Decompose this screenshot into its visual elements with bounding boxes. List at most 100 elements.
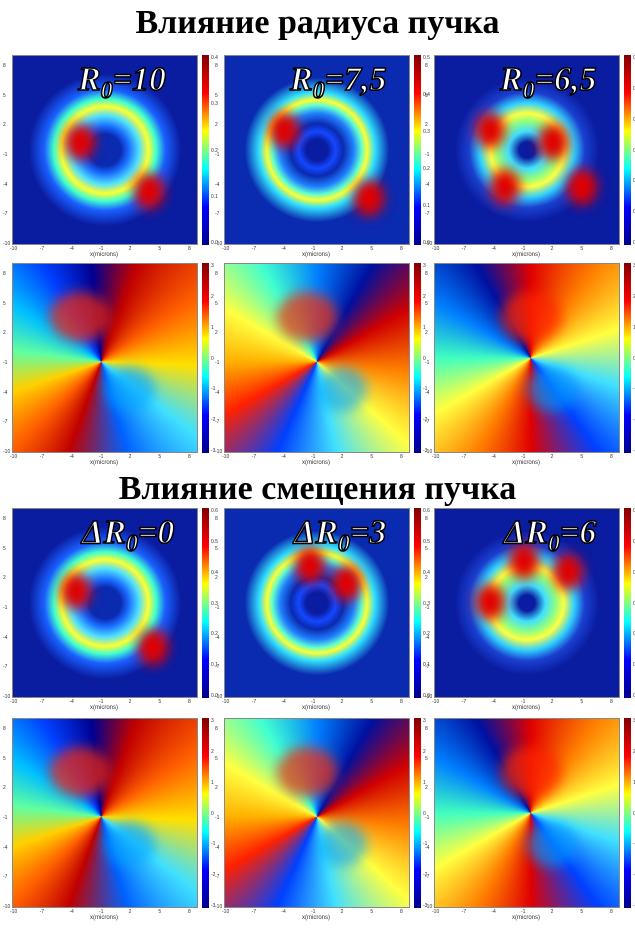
colorbar-tick-label: -1 — [633, 386, 635, 393]
panel-label: ΔR0=0 — [81, 513, 175, 558]
y-tick-label: -1 — [3, 360, 8, 366]
y-tick-label: 5 — [425, 545, 428, 552]
x-tick-label: -1 — [99, 909, 104, 915]
colorbar-tick-label: 3 — [423, 718, 426, 724]
x-axis-label: x(microns) — [512, 252, 540, 258]
colorbar-tick-label: 3 — [211, 263, 214, 269]
y-tick-label: -4 — [3, 389, 8, 396]
y-tick-label: 5 — [215, 545, 218, 552]
x-tick-label: -4 — [281, 909, 286, 915]
y-tick-label: 5 — [425, 92, 428, 99]
x-tick-label: -1 — [311, 246, 316, 252]
x-tick-label: -7 — [461, 909, 467, 915]
colorbar-tick-label: -3 — [633, 448, 635, 454]
colorbar-tick-label: 3 — [211, 718, 214, 724]
symbol: ΔR — [293, 513, 339, 552]
value: =7,5 — [324, 60, 387, 99]
x-tick-label: -10 — [222, 454, 230, 460]
colorbar-tick-label: -2 — [633, 872, 635, 879]
symbol: R — [77, 60, 101, 99]
colorbar — [414, 508, 421, 698]
y-tick-label: -10 — [215, 449, 223, 455]
x-tick-label: -4 — [491, 454, 496, 460]
x-axis-label: x(microns) — [302, 915, 330, 921]
y-tick-label: -4 — [215, 389, 220, 396]
swirl — [501, 747, 562, 798]
x-tick-label: 2 — [550, 909, 554, 915]
y-tick-label: 8 — [3, 516, 6, 522]
y-tick-label: -7 — [3, 874, 8, 881]
colorbar-tick-label: -2 — [211, 417, 216, 424]
colorbar-tick-label: 0.2 — [423, 166, 430, 172]
y-tick-label: -7 — [215, 664, 220, 671]
y-tick-label: 8 — [425, 63, 428, 69]
colorbar-tick-label: 0.3 — [633, 600, 635, 607]
y-tick-label: -4 — [215, 844, 220, 851]
y-tick-label: 8 — [3, 271, 6, 277]
value: =6,5 — [534, 60, 597, 99]
y-tick-label: -4 — [425, 844, 430, 851]
intensity-map — [12, 55, 198, 245]
colorbar — [414, 55, 421, 245]
hot-spot — [475, 584, 506, 621]
value: =10 — [112, 60, 167, 99]
x-tick-label: -10 — [10, 699, 18, 705]
hot-spot — [538, 123, 569, 160]
colorbar-tick-label: 0.4 — [633, 116, 635, 123]
x-tick-label: 8 — [610, 909, 613, 915]
colorbar-tick-label: 0.0 — [633, 240, 635, 246]
y-tick-label: 5 — [215, 92, 218, 99]
y-tick-label: 2 — [215, 330, 218, 337]
colorbar-tick-label: -1 — [423, 841, 428, 848]
colorbar-tick-label: 0.4 — [423, 92, 430, 98]
x-tick-label: -7 — [461, 699, 467, 705]
x-tick-label: -1 — [99, 246, 104, 252]
colorbar-tick-label: 2 — [633, 748, 635, 755]
colorbar — [624, 55, 631, 245]
x-tick-label: -10 — [432, 909, 440, 915]
phase-map — [434, 263, 620, 453]
intensity-map — [224, 55, 410, 245]
x-tick-label: -7 — [39, 699, 45, 705]
y-tick-label: 8 — [3, 63, 6, 69]
phase-map — [224, 718, 410, 908]
colorbar-tick-label: -3 — [633, 903, 635, 909]
y-tick-label: -10 — [215, 241, 223, 247]
y-tick-label: 5 — [425, 755, 428, 762]
colorbar-tick-label: -3 — [423, 903, 428, 909]
swirl — [527, 367, 577, 413]
colorbar-tick-label: 0.4 — [211, 569, 218, 576]
phase-map — [224, 263, 410, 453]
phase-map — [12, 718, 198, 908]
colorbar-tick-label: -1 — [423, 386, 428, 393]
y-tick-label: 2 — [3, 122, 6, 129]
colorbar-tick-label: 0.6 — [423, 508, 430, 514]
x-tick-label: 5 — [158, 246, 162, 252]
x-tick-label: -4 — [491, 699, 496, 705]
swirl — [527, 822, 577, 868]
y-tick-label: 2 — [215, 575, 218, 582]
x-tick-label: -7 — [251, 246, 257, 252]
colorbar-tick-label: 0.3 — [423, 129, 430, 135]
x-tick-label: 5 — [370, 246, 374, 252]
y-tick-label: -1 — [425, 815, 430, 821]
colorbar-tick-label: 2 — [211, 748, 214, 755]
y-tick-label: -4 — [3, 181, 8, 188]
x-tick-label: -7 — [461, 454, 467, 460]
y-tick-label: 5 — [3, 755, 6, 762]
x-tick-label: 5 — [158, 699, 162, 705]
colorbar-tick-label: 0.6 — [633, 508, 635, 514]
intensity-map — [224, 508, 410, 698]
colorbar-tick-label: 0.0 — [211, 240, 218, 246]
colorbar-tick-label: 0.5 — [633, 85, 635, 92]
x-tick-label: 5 — [158, 909, 162, 915]
y-tick-label: 8 — [215, 726, 218, 732]
hot-spot — [353, 180, 384, 217]
colorbar-tick-label: 0.1 — [633, 209, 635, 216]
y-tick-label: 8 — [215, 516, 218, 522]
panel-label: ΔR0=3 — [293, 513, 387, 558]
swirl — [105, 367, 155, 413]
colorbar-tick-label: -1 — [633, 841, 635, 848]
y-tick-label: -4 — [3, 844, 8, 851]
